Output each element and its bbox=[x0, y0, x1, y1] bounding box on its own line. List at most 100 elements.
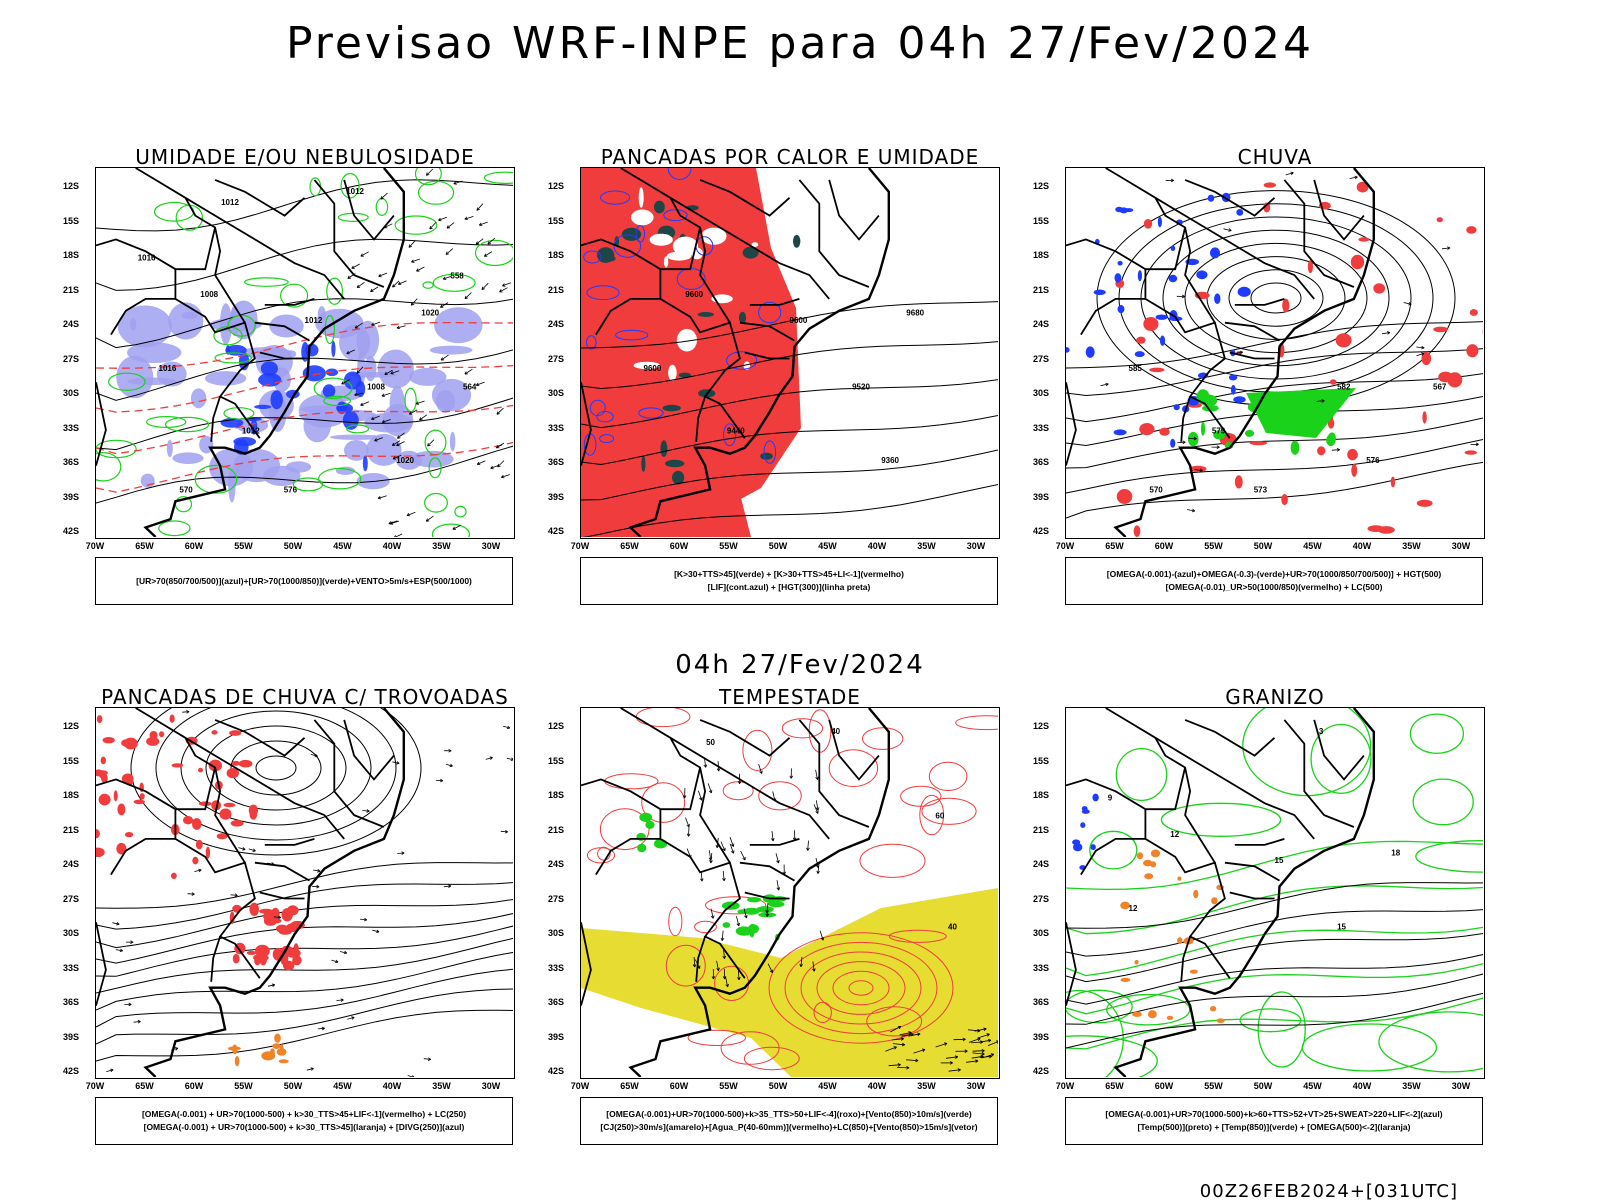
main-title: Previsao WRF-INPE para 04h 27/Fev/2024 bbox=[0, 18, 1600, 69]
latitude-label: 27S bbox=[1033, 894, 1049, 904]
longitude-label: 60W bbox=[1155, 1081, 1174, 1091]
border-line bbox=[1314, 180, 1364, 240]
longitude-label: 30W bbox=[482, 1081, 501, 1091]
border-line bbox=[596, 839, 661, 875]
contour-label: 582 bbox=[1337, 382, 1351, 391]
contour-label: 570 bbox=[1149, 486, 1163, 495]
longitude-label: 45W bbox=[818, 1081, 837, 1091]
border-line bbox=[1155, 738, 1225, 780]
panel-legend: [UR>70(850/700/500)](azul)+[UR>70(1000/8… bbox=[95, 557, 513, 605]
longitude-label: 35W bbox=[917, 541, 936, 551]
longitude-label: 70W bbox=[86, 541, 105, 551]
border-line bbox=[220, 881, 260, 979]
latitude-label: 30S bbox=[1033, 388, 1049, 398]
border-line bbox=[1145, 269, 1220, 340]
border-line bbox=[215, 720, 304, 756]
legend-line: [OMEGA(-0.001)+UR>70(1000-500)+k>35_TTS>… bbox=[606, 1108, 971, 1121]
latitude-label: 33S bbox=[548, 963, 564, 973]
border-line bbox=[1230, 893, 1275, 899]
latitude-label: 21S bbox=[548, 825, 564, 835]
coastline bbox=[146, 708, 404, 1077]
longitude-label: 65W bbox=[1105, 1081, 1124, 1091]
border-line bbox=[255, 239, 344, 299]
longitude-label: 55W bbox=[234, 541, 253, 551]
latitude-label: 24S bbox=[548, 859, 564, 869]
longitude-label: 70W bbox=[1056, 1081, 1075, 1091]
border-line bbox=[1081, 299, 1146, 335]
border-line bbox=[255, 863, 310, 881]
border-line bbox=[829, 180, 879, 240]
border-line bbox=[1145, 809, 1220, 880]
longitude-label: 35W bbox=[432, 541, 451, 551]
contour-label: 564 bbox=[463, 382, 477, 391]
latitude-label: 39S bbox=[63, 492, 79, 502]
longitude-label: 60W bbox=[185, 1081, 204, 1091]
latitude-label: 24S bbox=[63, 859, 79, 869]
legend-line: [OMEGA(-0.001) + UR>70(1000-500) + k>30_… bbox=[142, 1108, 466, 1121]
longitude-label: 60W bbox=[185, 541, 204, 551]
legend-line: [LIF](cont.azul) + [HGT(300)](linha pret… bbox=[708, 581, 871, 594]
contour-label: 60 bbox=[935, 812, 944, 821]
contour-label: 570 bbox=[179, 486, 193, 495]
latitude-label: 39S bbox=[548, 492, 564, 502]
contour-label: 1016 bbox=[138, 253, 156, 262]
contour-label: 40 bbox=[831, 727, 840, 736]
latitude-label: 30S bbox=[1033, 928, 1049, 938]
border-line bbox=[260, 893, 305, 899]
longitude-label: 70W bbox=[1056, 541, 1075, 551]
latitude-label: 42S bbox=[63, 1066, 79, 1076]
latitude-label: 12S bbox=[548, 721, 564, 731]
latitude-label: 39S bbox=[63, 1032, 79, 1042]
longitude-label: 40W bbox=[868, 541, 887, 551]
contour-label: 12 bbox=[1129, 904, 1138, 913]
longitude-label: 50W bbox=[769, 1081, 788, 1091]
latitude-label: 15S bbox=[63, 756, 79, 766]
longitude-label: 35W bbox=[1402, 1081, 1421, 1091]
contour-label: 15 bbox=[1275, 856, 1284, 865]
border-line bbox=[1235, 839, 1285, 845]
longitude-label: 30W bbox=[1452, 1081, 1471, 1091]
latitude-label: 42S bbox=[63, 526, 79, 536]
legend-line: [OMEGA(-0.001)-(azul)+OMEGA(-0.3)-(verde… bbox=[1107, 568, 1441, 581]
border-line bbox=[344, 720, 394, 780]
contour-label: 9600 bbox=[644, 364, 662, 373]
latitude-label: 24S bbox=[1033, 859, 1049, 869]
latitude-label: 42S bbox=[548, 526, 564, 536]
latitude-label: 30S bbox=[548, 388, 564, 398]
panel-legend: [OMEGA(-0.001)+UR>70(1000-500)+k>60+TTS>… bbox=[1065, 1097, 1483, 1145]
latitude-label: 27S bbox=[63, 354, 79, 364]
contour-label: 1012 bbox=[346, 187, 364, 196]
latitude-label: 33S bbox=[548, 423, 564, 433]
border-line bbox=[740, 863, 795, 881]
border-line bbox=[750, 839, 800, 845]
latitude-label: 24S bbox=[63, 319, 79, 329]
latitude-label: 30S bbox=[63, 388, 79, 398]
panel-title: TEMPESTADE bbox=[580, 685, 1000, 709]
latitude-label: 33S bbox=[63, 423, 79, 433]
border-line bbox=[1066, 922, 1076, 1005]
latitude-label: 30S bbox=[63, 928, 79, 938]
border-line bbox=[1230, 353, 1275, 359]
contour-label: 1020 bbox=[396, 456, 414, 465]
model-run-label: 00Z26FEB2024+[031UTC] bbox=[1200, 1181, 1458, 1202]
forecast-time-label: 04h 27/Fev/2024 bbox=[0, 650, 1600, 680]
latitude-label: 36S bbox=[548, 457, 564, 467]
latitude-label: 21S bbox=[63, 285, 79, 295]
latitude-label: 39S bbox=[1033, 492, 1049, 502]
border-line bbox=[1066, 382, 1076, 465]
contour-label: 40 bbox=[948, 922, 957, 931]
legend-line: [OMEGA(-0.01)_UR>50(1000/850)(vermelho) … bbox=[1166, 581, 1383, 594]
latitude-label: 12S bbox=[63, 181, 79, 191]
latitude-label: 42S bbox=[1033, 526, 1049, 536]
latitude-label: 36S bbox=[1033, 457, 1049, 467]
latitude-label: 36S bbox=[1033, 997, 1049, 1007]
latitude-label: 42S bbox=[1033, 1066, 1049, 1076]
panel-title: CHUVA bbox=[1065, 145, 1485, 169]
latitude-label: 27S bbox=[63, 894, 79, 904]
latitude-label: 15S bbox=[1033, 216, 1049, 226]
longitude-label: 65W bbox=[620, 541, 639, 551]
